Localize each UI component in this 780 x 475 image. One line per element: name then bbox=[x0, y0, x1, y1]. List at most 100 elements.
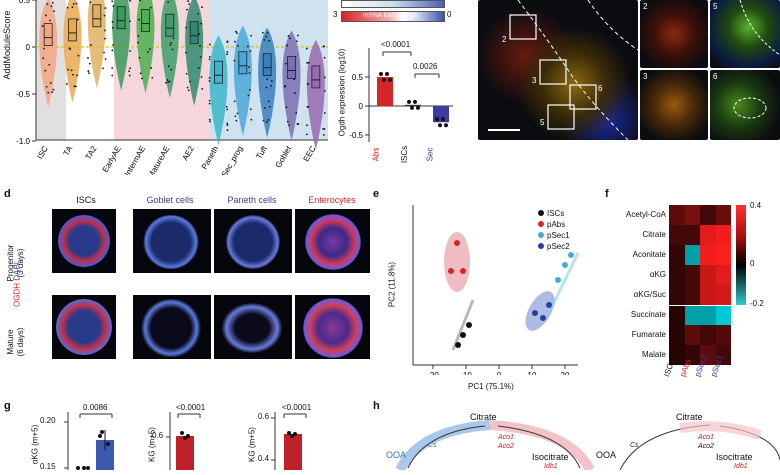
cell-point bbox=[323, 56, 326, 59]
violin-box bbox=[214, 60, 223, 84]
h-left-aco1: Aco1 bbox=[498, 434, 514, 441]
cell-point bbox=[237, 44, 240, 47]
f-row-3: αKG bbox=[649, 270, 666, 279]
cell-point bbox=[305, 47, 308, 50]
g1-ytick-015: 0.15 bbox=[40, 462, 56, 471]
microscopy-main: 2 3 6 5 bbox=[478, 0, 638, 140]
f-scale-min: -0.2 bbox=[750, 299, 764, 308]
cell-point bbox=[137, 41, 139, 44]
panel-c: 0.5 0 -0.5 <0.0001 0.0026 Ogdh expression … bbox=[333, 30, 463, 175]
c-p1: <0.0001 bbox=[381, 40, 411, 49]
cell-point bbox=[265, 121, 268, 123]
d-stain-red: OGDH bbox=[12, 282, 22, 307]
cell-point bbox=[263, 38, 266, 41]
cell-point bbox=[50, 5, 53, 8]
d-stain-blue: DAPI bbox=[12, 262, 22, 281]
cell-point bbox=[129, 67, 131, 70]
cell-point bbox=[233, 100, 236, 103]
cell-point bbox=[209, 43, 211, 46]
cell-point bbox=[128, 70, 130, 73]
a-xlabel-tuft: Tuft bbox=[254, 144, 269, 161]
cell-point bbox=[168, 80, 171, 83]
cell-point bbox=[165, 81, 167, 84]
d-col-paneth: Paneth cells bbox=[227, 195, 277, 205]
cell-point bbox=[236, 32, 238, 35]
cell-point bbox=[87, 70, 90, 72]
d-col-goblet: Goblet cells bbox=[146, 195, 194, 205]
pca-point-pabs bbox=[460, 268, 466, 274]
pca-point-iscs bbox=[455, 342, 461, 348]
top-scale-bar bbox=[341, 0, 445, 8]
c-bar-iscs bbox=[405, 104, 421, 106]
cell-point bbox=[45, 14, 47, 17]
a-ytick: -1.0 bbox=[16, 137, 30, 146]
cell-point bbox=[264, 107, 266, 109]
heatmap-cell bbox=[700, 305, 716, 325]
ogdh-bar-chart: 0.5 0 -0.5 bbox=[349, 48, 453, 142]
cell-point bbox=[51, 91, 54, 93]
cell-point bbox=[67, 68, 70, 71]
cell-point bbox=[45, 85, 48, 88]
pca-point-psec1 bbox=[562, 262, 568, 268]
c-point bbox=[435, 117, 439, 122]
violin-box bbox=[43, 23, 53, 47]
cell-point bbox=[323, 128, 326, 130]
cell-point bbox=[169, 44, 172, 46]
f-row-7: Malate bbox=[641, 350, 666, 359]
roi-label-2: 2 bbox=[502, 35, 507, 44]
pca-point-iscs bbox=[466, 322, 472, 328]
cell-point bbox=[170, 42, 172, 44]
cell-point bbox=[296, 123, 299, 125]
cell-point bbox=[225, 105, 228, 108]
cell-point bbox=[74, 85, 77, 88]
panel-a: 0.5 0 -0.5 -1.0 ISC TA TA2 EarlyAE IntermAE Matu… bbox=[0, 0, 330, 180]
d-iscs-progenitor bbox=[52, 209, 116, 273]
h-right-aco1: Aco1 bbox=[698, 434, 714, 441]
cell-point bbox=[265, 86, 268, 89]
heatmap-cell bbox=[669, 225, 685, 245]
cell-point bbox=[73, 85, 76, 88]
legend-item-iscs: ISCs bbox=[538, 209, 570, 220]
cell-point bbox=[111, 49, 114, 52]
heatmap-cell bbox=[684, 225, 700, 245]
heatmap-cell bbox=[715, 345, 731, 365]
panel-h: Citrate OOA Cs Aco1 Aco2 Isocitrate Idh1… bbox=[380, 410, 780, 473]
heatmap-cell bbox=[684, 345, 700, 365]
cell-point bbox=[76, 74, 79, 77]
violin-box bbox=[116, 6, 126, 30]
cell-point bbox=[111, 74, 114, 77]
cell-point bbox=[322, 128, 324, 130]
roi-label-3: 3 bbox=[532, 76, 537, 85]
heatmap-cell bbox=[684, 325, 700, 345]
cell-point bbox=[266, 78, 269, 81]
cell-point bbox=[201, 88, 204, 90]
cell-point bbox=[49, 82, 52, 84]
c-point bbox=[410, 105, 414, 110]
cell-point bbox=[77, 54, 80, 57]
cell-point bbox=[235, 119, 238, 122]
c-point bbox=[441, 117, 445, 122]
panel-f: Acetyl-CoA Citrate Aconitate αKG αKG/Suc Succ… bbox=[600, 195, 780, 380]
e-xtick: -10 bbox=[460, 371, 472, 375]
cell-point bbox=[150, 67, 153, 69]
g2-ylabel: KG (m+5) bbox=[147, 427, 157, 462]
scale-min: 3 bbox=[333, 10, 338, 19]
g3-p: <0.0001 bbox=[282, 403, 312, 412]
cell-point bbox=[200, 76, 203, 78]
f-row-0: Acetyl-CoA bbox=[625, 210, 666, 219]
inset-6: 6 bbox=[710, 70, 780, 140]
legend-item-psec2: pSec2 bbox=[538, 242, 570, 253]
cell-point bbox=[286, 120, 289, 123]
violin-matureae bbox=[160, 0, 179, 99]
panel-b-scale: 3 0 mRNA fold change bbox=[333, 0, 453, 26]
cell-point bbox=[112, 43, 114, 46]
cell-point bbox=[104, 58, 107, 60]
cell-point bbox=[139, 0, 141, 2]
cell-point bbox=[197, 13, 199, 15]
legend-item-psec1: pSec1 bbox=[538, 231, 570, 242]
cell-point bbox=[70, 69, 73, 72]
violin-tuft bbox=[258, 27, 277, 138]
cell-point bbox=[226, 108, 229, 111]
cell-point bbox=[247, 94, 250, 97]
d-enterocytes-mature bbox=[295, 295, 370, 359]
